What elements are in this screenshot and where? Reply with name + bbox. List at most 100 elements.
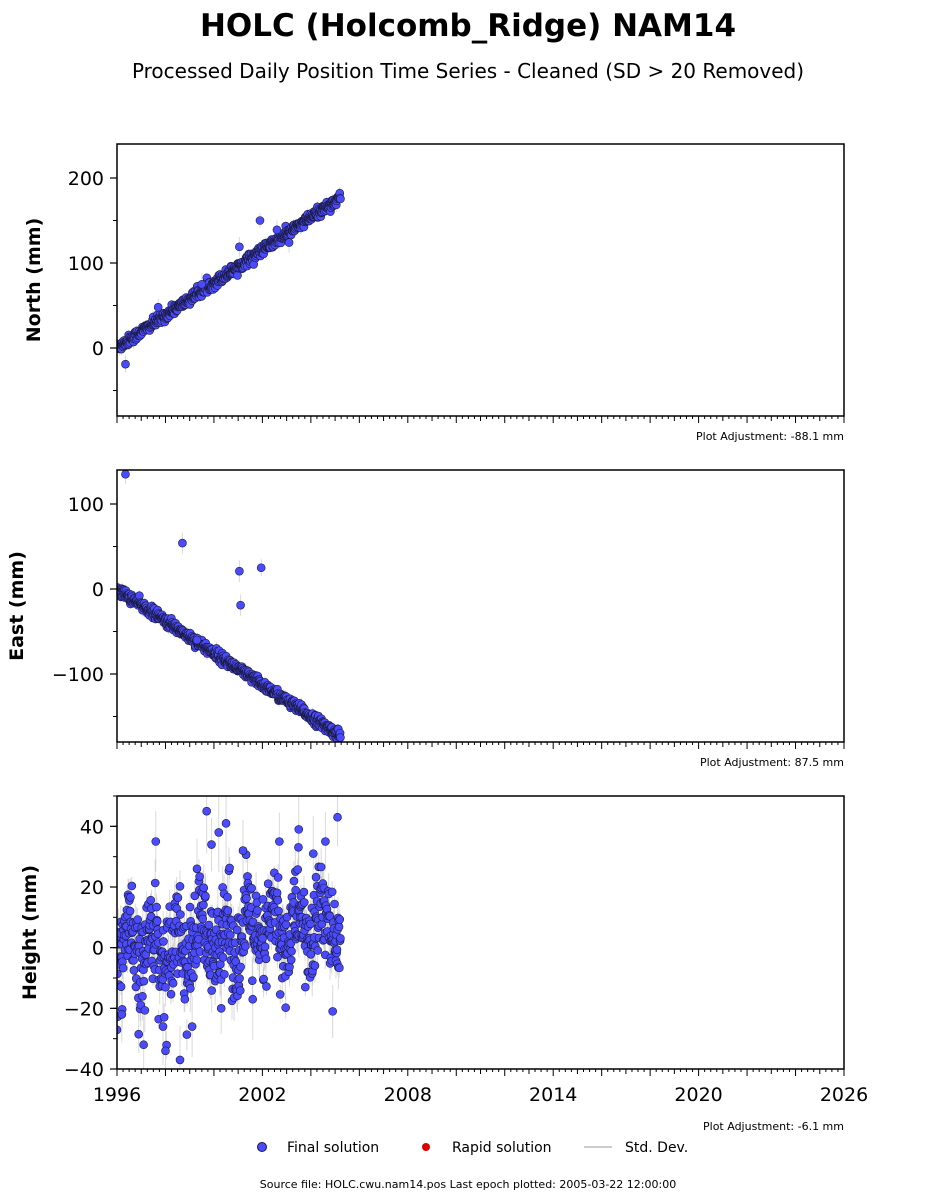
final-solution-point — [125, 906, 135, 916]
final-solution-point — [281, 1003, 290, 1012]
final-solution-point — [321, 837, 330, 846]
final-solution-point — [258, 895, 268, 904]
x-tick-label: 2002 — [238, 1084, 286, 1106]
final-solution-point — [158, 1022, 168, 1031]
final-solution-point — [220, 969, 229, 979]
final-solution-point — [150, 878, 160, 888]
panel-3: −40 −20 0 20 40 1996 2002 2008 2014 2020 2026 Heigh… — [19, 795, 868, 1133]
final-solution-point — [232, 925, 242, 935]
data-layer — [117, 470, 345, 742]
final-solution-point — [293, 865, 303, 874]
final-solution-point — [151, 837, 161, 846]
final-solution-point — [273, 952, 282, 962]
final-solution-point — [187, 1022, 197, 1031]
data-layer — [117, 187, 345, 373]
final-solution-point — [139, 1040, 148, 1050]
final-solution-point — [178, 538, 187, 548]
final-solution-point — [182, 1030, 192, 1039]
final-solution-point — [140, 1006, 150, 1015]
final-solution-point — [126, 892, 135, 902]
chart-subtitle: Processed Daily Position Time Series - C… — [132, 59, 804, 83]
final-solution-point — [216, 1004, 226, 1013]
final-solution-point — [285, 962, 294, 972]
final-solution-point — [299, 898, 309, 907]
final-solution-point — [199, 900, 208, 910]
final-solution-point — [214, 828, 224, 837]
final-solution-point — [152, 916, 162, 926]
final-solution-point — [186, 984, 195, 993]
final-solution-point — [117, 1025, 122, 1035]
final-solution-point — [197, 279, 207, 289]
final-solution-point — [294, 825, 304, 834]
final-solution-point — [236, 600, 245, 610]
legend-final-marker — [257, 1142, 267, 1152]
final-solution-point — [281, 920, 291, 929]
final-solution-point — [175, 882, 185, 891]
final-solution-point — [274, 906, 283, 916]
final-solution-point — [287, 946, 296, 956]
legend-rapid-label: Rapid solution — [452, 1140, 552, 1156]
final-solution-point — [117, 1010, 127, 1019]
final-solution-point — [294, 843, 303, 852]
y-axis-label: North (mm) — [23, 218, 45, 343]
x-tick-label: 2020 — [674, 1084, 722, 1106]
final-solution-point — [327, 887, 337, 897]
final-solution-point — [127, 881, 137, 891]
final-solution-point — [332, 945, 342, 954]
chart-title: HOLC (Holcomb_Ridge) NAM14 — [200, 8, 736, 44]
final-solution-point — [189, 972, 198, 982]
final-solution-point — [236, 962, 245, 972]
x-tick-label: 2014 — [529, 1084, 577, 1106]
final-solution-point — [159, 1012, 169, 1022]
final-solution-point — [176, 910, 185, 919]
legend: Final solution Rapid solution Std. Dev. — [257, 1140, 688, 1156]
final-solution-point — [235, 974, 244, 983]
final-solution-point — [310, 961, 320, 970]
final-solution-point — [289, 876, 299, 886]
final-solution-point — [313, 946, 323, 955]
final-solution-point — [336, 733, 345, 742]
y-tick-label: 0 — [92, 338, 104, 360]
final-solution-point — [190, 891, 200, 901]
final-solution-point — [161, 1046, 170, 1056]
final-solution-point — [238, 846, 248, 855]
final-solution-point — [306, 949, 316, 959]
y-tick-label: −20 — [64, 998, 104, 1020]
final-solution-point — [199, 883, 209, 893]
final-solution-point — [134, 1029, 143, 1039]
final-solution-point — [259, 974, 268, 984]
final-solution-point — [273, 895, 283, 905]
final-solution-point — [256, 563, 266, 573]
legend-final-label: Final solution — [287, 1140, 379, 1156]
final-solution-point — [138, 991, 147, 1001]
final-solution-point — [207, 840, 216, 849]
legend-stddev-label: Std. Dev. — [625, 1140, 688, 1156]
final-solution-point — [233, 271, 242, 280]
final-solution-point — [235, 566, 244, 576]
final-solution-point — [286, 955, 296, 965]
final-solution-point — [336, 934, 345, 943]
final-solution-point — [223, 892, 232, 902]
y-tick-label: 20 — [80, 877, 104, 899]
final-solution-point — [139, 976, 149, 986]
plot-frame — [116, 469, 845, 743]
y-tick-label: −100 — [52, 664, 104, 686]
final-solution-point — [117, 982, 126, 991]
final-solution-point — [225, 863, 234, 873]
final-solution-point — [262, 982, 271, 991]
final-solution-point — [247, 883, 256, 893]
final-solution-point — [334, 922, 344, 932]
final-solution-point — [336, 194, 345, 204]
y-tick-label: 0 — [92, 938, 104, 960]
final-solution-point — [301, 982, 310, 992]
data-layer — [117, 796, 345, 1069]
final-solution-point — [175, 1055, 185, 1065]
final-solution-point — [204, 920, 214, 930]
final-solution-point — [192, 955, 202, 965]
final-solution-point — [275, 990, 285, 999]
final-solution-point — [253, 906, 262, 915]
final-solution-point — [129, 966, 139, 975]
final-solution-point — [261, 954, 271, 964]
